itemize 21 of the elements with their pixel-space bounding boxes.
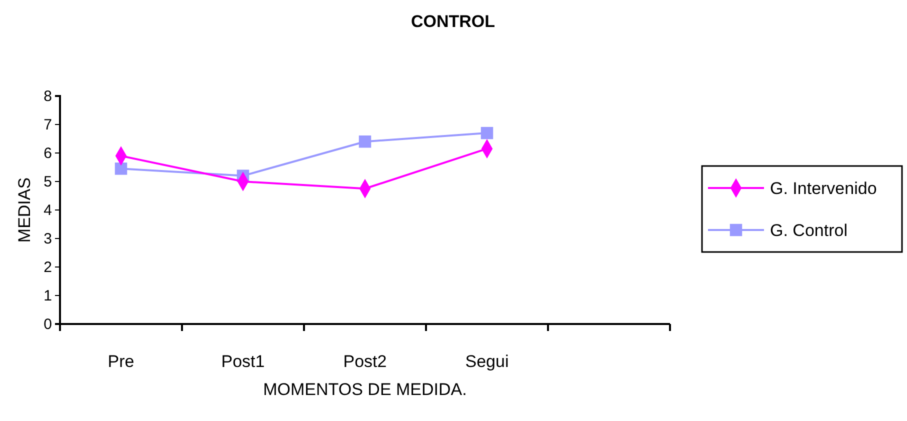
- point: [480, 126, 494, 140]
- legend-label: G. Intervenido: [770, 179, 877, 198]
- y-tick-label: 4: [44, 202, 52, 219]
- y-tick-label: 5: [44, 173, 52, 190]
- legend-label: G. Control: [770, 221, 848, 240]
- y-tick-label: 6: [44, 144, 52, 162]
- point: [358, 135, 372, 148]
- y-tick-label: 7: [44, 116, 52, 134]
- x-axis-title: MOMENTOS DE MEDIDA.: [263, 380, 467, 399]
- y-tick-label: 3: [44, 230, 52, 248]
- point: [114, 162, 128, 175]
- x-tick-label: Post2: [343, 352, 387, 371]
- y-tick-label: 0: [44, 316, 52, 333]
- x-tick-label: Pre: [108, 352, 134, 371]
- x-tick-label: Post1: [221, 352, 265, 371]
- chart-title: CONTROL: [410, 12, 496, 31]
- x-tick-label: Segui: [465, 352, 509, 371]
- y-tick-label: 8: [44, 88, 52, 105]
- y-axis-title: MEDIAS: [15, 177, 34, 243]
- y-tick-label: 1: [44, 287, 52, 304]
- y-tick-label: 2: [44, 258, 52, 276]
